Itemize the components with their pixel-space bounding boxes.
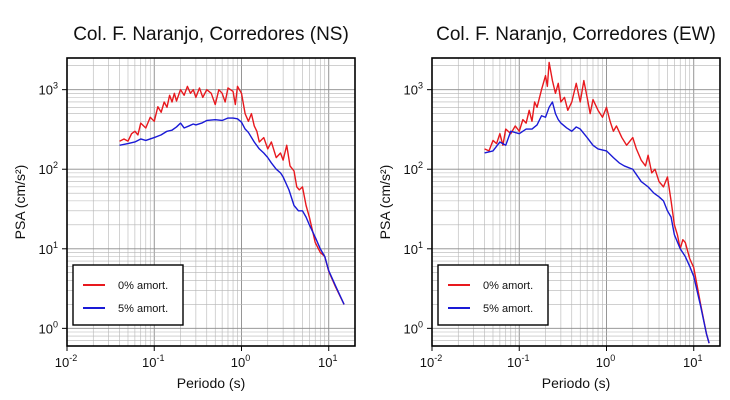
x-axis: 10-2 10-1 100 101 <box>420 346 702 370</box>
y-tick-label: 101 <box>39 240 58 257</box>
legend-label-0pct: 0% amort. <box>483 280 533 292</box>
series-line-5pct <box>119 117 345 305</box>
x-tick-label: 10-1 <box>507 353 529 370</box>
y-tick-label: 100 <box>404 319 423 336</box>
legend-label-0pct: 0% amort. <box>118 280 168 292</box>
chart-title: Col. F. Naranjo, Corredores (EW) <box>436 24 716 45</box>
x-tick-label: 101 <box>683 353 702 370</box>
plot-frame <box>431 57 721 347</box>
legend-box <box>437 264 549 326</box>
plot-frame <box>66 57 356 347</box>
x-tick-label: 10-2 <box>420 353 442 370</box>
legend-label-5pct: 5% amort. <box>483 303 533 315</box>
x-tick-label: 10-1 <box>142 353 164 370</box>
y-tick-label: 100 <box>39 319 58 336</box>
series-line-0pct <box>484 61 710 344</box>
legend: 0% amort. 5% amort. <box>72 264 184 326</box>
y-axis: 100 101 102 103 <box>404 81 432 336</box>
y-axis: 100 101 102 103 <box>39 81 67 336</box>
series-line-5pct <box>484 101 710 344</box>
x-tick-label: 10-2 <box>55 353 77 370</box>
y-tick-label: 102 <box>404 160 423 177</box>
grid <box>66 58 356 347</box>
x-axis-label: Periodo (s) <box>177 375 245 391</box>
y-axis-label: PSA (cm/s²) <box>377 165 393 240</box>
x-tick-label: 100 <box>231 353 250 370</box>
y-axis-label: PSA (cm/s²) <box>12 165 28 240</box>
chart-title: Col. F. Naranjo, Corredores (NS) <box>73 24 349 45</box>
y-tick-label: 101 <box>404 240 423 257</box>
x-tick-label: 100 <box>596 353 615 370</box>
chart-panel-ew: 10-2 10-1 100 101 100 101 102 103 Col. F. Naranj… <box>377 24 721 391</box>
x-axis: 10-2 10-1 100 101 <box>55 346 337 370</box>
legend-box <box>72 264 184 326</box>
y-tick-label: 102 <box>39 160 58 177</box>
y-tick-label: 103 <box>404 81 423 98</box>
legend: 0% amort. 5% amort. <box>437 264 549 326</box>
legend-label-5pct: 5% amort. <box>118 303 168 315</box>
x-tick-label: 101 <box>318 353 337 370</box>
chart-panel-ns: 10-2 10-1 100 101 100 101 102 103 Col. F. Naranj… <box>12 24 356 391</box>
y-tick-label: 103 <box>39 81 58 98</box>
x-axis-label: Periodo (s) <box>542 375 610 391</box>
series-line-0pct <box>119 85 345 305</box>
